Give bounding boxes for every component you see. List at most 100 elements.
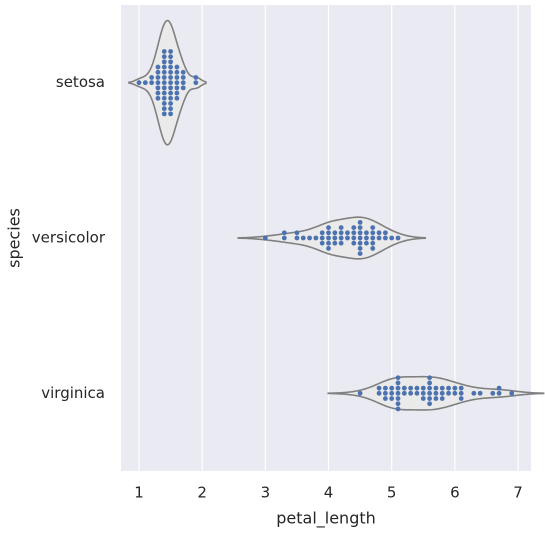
swarm-point bbox=[155, 90, 161, 96]
swarm-point bbox=[345, 230, 350, 236]
swarm-point bbox=[439, 385, 445, 391]
x-tick-label: 7 bbox=[513, 484, 523, 502]
swarm-point bbox=[307, 235, 312, 241]
swarm-point bbox=[357, 235, 363, 241]
swarm-point bbox=[161, 75, 167, 80]
swarm-point bbox=[376, 390, 382, 396]
swarm-point bbox=[395, 401, 401, 407]
swarm-point bbox=[357, 251, 363, 256]
swarm-point bbox=[155, 75, 161, 80]
swarm-point bbox=[370, 225, 376, 231]
swarm-point bbox=[433, 396, 439, 401]
swarm-point bbox=[408, 385, 414, 391]
swarm-point bbox=[174, 85, 180, 91]
swarm-point bbox=[395, 235, 401, 241]
swarm-point bbox=[376, 385, 382, 391]
swarm-point bbox=[326, 235, 331, 241]
swarm-point bbox=[168, 54, 173, 60]
swarm-point bbox=[357, 220, 363, 225]
swarm-point bbox=[294, 230, 300, 236]
swarm-point bbox=[161, 59, 167, 65]
swarm-point bbox=[382, 230, 388, 236]
swarm-point bbox=[458, 390, 464, 396]
swarm-point bbox=[161, 85, 167, 91]
swarm-point bbox=[326, 240, 331, 246]
swarm-point bbox=[376, 235, 382, 241]
swarm-point bbox=[161, 95, 167, 101]
swarm-point bbox=[174, 80, 180, 86]
swarm-point bbox=[168, 64, 173, 70]
swarm-point bbox=[161, 54, 167, 60]
swarm-point bbox=[319, 240, 325, 246]
swarm-point bbox=[446, 385, 451, 391]
swarm-point bbox=[351, 225, 357, 231]
swarm-point bbox=[161, 101, 167, 106]
swarm-point bbox=[149, 75, 155, 80]
swarm-point bbox=[168, 59, 173, 65]
swarm-point bbox=[338, 230, 344, 236]
swarm-point bbox=[357, 390, 363, 396]
swarm-point bbox=[414, 385, 420, 391]
swarm-point bbox=[408, 390, 414, 396]
swarm-point bbox=[351, 230, 357, 236]
swarm-point bbox=[414, 390, 420, 396]
swarm-point bbox=[332, 230, 338, 236]
swarm-point bbox=[326, 225, 331, 231]
swarm-point bbox=[168, 101, 173, 106]
swarm-point bbox=[433, 390, 439, 396]
y-tick-label: setosa bbox=[56, 73, 105, 91]
swarm-point bbox=[458, 396, 464, 401]
swarm-point bbox=[382, 396, 388, 401]
swarm-point bbox=[326, 230, 331, 236]
swarm-point bbox=[161, 49, 167, 54]
swarm-point bbox=[382, 390, 388, 396]
swarm-point bbox=[338, 240, 344, 246]
swarm-point bbox=[338, 235, 344, 241]
swarm-point bbox=[262, 235, 268, 241]
swarm-point bbox=[174, 75, 180, 80]
swarm-point bbox=[357, 230, 363, 236]
swarm-point bbox=[174, 95, 180, 101]
swarm-point bbox=[281, 230, 287, 236]
x-tick-label: 5 bbox=[387, 484, 397, 502]
swarm-point bbox=[193, 80, 199, 86]
swarm-point bbox=[326, 246, 331, 251]
swarm-point bbox=[168, 85, 173, 91]
swarm-point bbox=[364, 235, 369, 241]
swarm-point bbox=[319, 230, 325, 236]
swarm-point bbox=[155, 69, 161, 75]
swarm-point bbox=[401, 385, 407, 391]
swarm-point bbox=[439, 390, 445, 396]
swarm-point bbox=[490, 390, 496, 396]
swarm-point bbox=[313, 235, 319, 241]
swarm-point bbox=[319, 235, 325, 241]
x-axis-label: petal_length bbox=[276, 509, 376, 529]
swarm-point bbox=[370, 246, 376, 251]
swarm-point bbox=[395, 375, 401, 381]
violin bbox=[237, 216, 426, 260]
x-tick-label: 3 bbox=[261, 484, 271, 502]
swarm-point bbox=[174, 69, 180, 75]
swarm-point bbox=[420, 385, 426, 391]
swarm-point bbox=[395, 390, 401, 396]
swarm-point bbox=[389, 385, 395, 391]
swarm-point bbox=[351, 235, 357, 241]
swarm-point bbox=[509, 390, 515, 396]
x-tick-label: 4 bbox=[324, 484, 334, 502]
swarm-point bbox=[155, 80, 161, 86]
swarm-point bbox=[433, 385, 439, 391]
swarm-point bbox=[427, 380, 433, 386]
swarm-point bbox=[155, 85, 161, 91]
violin bbox=[128, 19, 207, 146]
swarm-point bbox=[142, 80, 148, 86]
swarm-point bbox=[136, 80, 142, 86]
swarm-point bbox=[168, 90, 173, 96]
swarm-point bbox=[338, 225, 344, 231]
swarm-point bbox=[161, 69, 167, 75]
swarm-point bbox=[376, 230, 382, 236]
swarm-point bbox=[427, 375, 433, 381]
swarm-point bbox=[357, 246, 363, 251]
swarm-point bbox=[389, 390, 395, 396]
swarm-point bbox=[370, 230, 376, 236]
swarm-point bbox=[161, 80, 167, 86]
